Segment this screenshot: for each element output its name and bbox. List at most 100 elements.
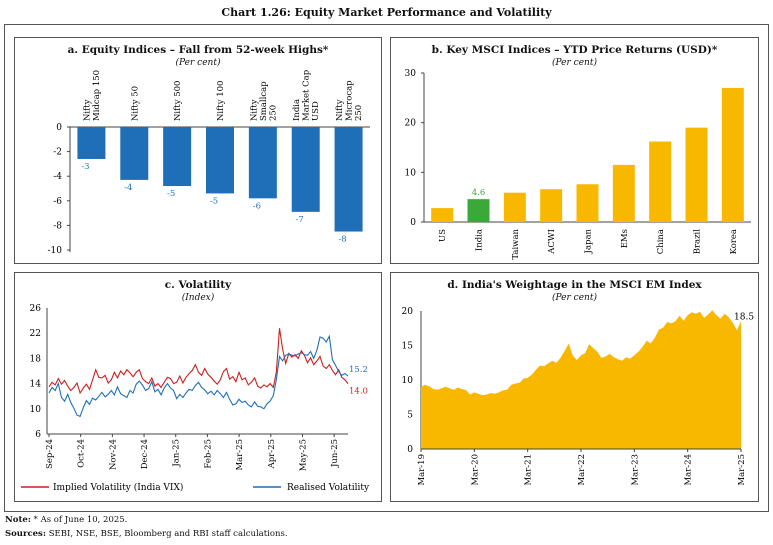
- bar: [612, 164, 635, 222]
- x-tick-label: Mar-21: [524, 454, 534, 486]
- y-tick-label: 0: [410, 218, 416, 228]
- y-tick-label: 22: [30, 329, 41, 339]
- legend-label: Realised Volatility: [287, 483, 370, 493]
- x-tick-label: Sep-24: [45, 439, 55, 469]
- y-tick-label: -8: [53, 221, 62, 231]
- category-label: USD: [311, 101, 321, 121]
- bar: [503, 192, 526, 222]
- data-label: -5: [167, 189, 175, 199]
- category-label: Nifty: [83, 99, 93, 121]
- y-tick-label: 15: [402, 342, 414, 352]
- sources: Sources: SEBI, NSE, BSE, Bloomberg and R…: [5, 529, 288, 539]
- data-label: -6: [253, 201, 261, 211]
- panel-c-subtitle: (Index): [181, 293, 215, 303]
- category-label: Nifty 100: [216, 81, 226, 121]
- bar: [77, 127, 106, 159]
- category-label: India: [475, 229, 485, 251]
- bar: [685, 127, 708, 222]
- category-label: EMs: [620, 229, 630, 248]
- y-tick-label: 20: [405, 119, 417, 129]
- bar: [120, 127, 149, 180]
- panel-d-plot: 0 5 10 15 20 Mar-19 Mar-20 Mar-21 Mar-22 Mar-23 Ma…: [402, 307, 755, 486]
- series-line: [48, 328, 349, 395]
- x-tick-label: Mar-22: [577, 454, 587, 486]
- panel-d-title: d. India's Weightage in the MSCI EM Inde…: [447, 279, 702, 291]
- x-tick-label: Mar-24: [684, 454, 694, 486]
- panel-d-subtitle: (Per cent): [552, 293, 597, 303]
- y-tick-label: 30: [405, 69, 417, 79]
- bar: [206, 127, 234, 194]
- panel-a-title: a. Equity Indices – Fall from 52-week Hi…: [67, 44, 329, 56]
- y-tick-label: 14: [30, 380, 42, 390]
- x-tick-label: May-25: [298, 439, 308, 471]
- bar: [576, 184, 599, 222]
- panel-c-title: c. Volatility: [164, 279, 232, 291]
- bar: [431, 208, 454, 222]
- area-fill: [421, 310, 741, 449]
- data-label: -5: [210, 196, 218, 206]
- y-tick-label: -10: [48, 246, 63, 256]
- legend-label: Implied Volatility (India VIX): [53, 482, 183, 493]
- category-label: 250: [268, 105, 278, 121]
- bar: [721, 87, 744, 223]
- chart-title: Chart 1.26: Equity Market Performance an…: [221, 6, 552, 19]
- x-tick-label: Mar-23: [630, 454, 640, 486]
- end-label: 15.2: [349, 365, 368, 375]
- data-label: -3: [81, 162, 89, 172]
- y-tick-label: -2: [53, 148, 62, 158]
- category-label: Japan: [584, 228, 594, 254]
- panel-c: c. Volatility (Index) 6 10 14 18 22 26 Sep-24 O…: [14, 272, 382, 502]
- bar: [248, 127, 277, 199]
- note-label: Note:: [5, 515, 31, 525]
- x-tick-label: Oct-24: [77, 439, 87, 468]
- x-tick-label: Mar-19: [417, 454, 427, 486]
- bar: [467, 199, 490, 222]
- y-tick-label: 26: [30, 304, 42, 314]
- panel-b-plot: 0 10 20 30 US 4.6 India Taiwan ACWI Japan EMs China…: [405, 69, 751, 260]
- panel-b-subtitle: (Per cent): [552, 58, 597, 68]
- category-label: Korea: [729, 229, 739, 254]
- y-tick-label: 0: [407, 445, 413, 455]
- category-label: ACWI: [547, 229, 557, 255]
- category-label: Brazil: [693, 229, 703, 255]
- data-label: -4: [124, 183, 132, 193]
- x-tick-label: Mar-25: [235, 439, 245, 471]
- category-label: Nifty: [335, 99, 345, 121]
- category-label: India: [292, 99, 302, 121]
- bar: [334, 127, 363, 232]
- category-label: Market Cap: [302, 69, 312, 121]
- x-tick-label: Jan-25: [172, 439, 182, 468]
- x-tick-label: Feb-25: [203, 439, 213, 469]
- category-label: 250: [354, 105, 364, 121]
- y-tick-label: 20: [402, 307, 414, 317]
- end-label: 14.0: [349, 387, 368, 397]
- category-label: China: [656, 229, 666, 254]
- data-label: -8: [338, 235, 346, 245]
- panel-c-plot: 6 10 14 18 22 26 Sep-24 Oct-24 Nov-24 Dec-24 Jan-2…: [21, 304, 370, 493]
- bar: [163, 127, 192, 187]
- panel-b-title: b. Key MSCI Indices – YTD Price Returns …: [431, 44, 718, 56]
- category-label: Nifty: [249, 99, 259, 121]
- category-label: Microcap: [345, 80, 355, 121]
- sources-text: SEBI, NSE, BSE, Bloomberg and RBI staff …: [48, 529, 288, 539]
- bar: [649, 141, 672, 222]
- y-tick-label: 18: [30, 354, 42, 364]
- x-tick-label: Dec-24: [140, 439, 150, 469]
- category-label: Smallcap: [259, 81, 269, 121]
- y-tick-label: -4: [53, 172, 62, 182]
- x-tick-label: Mar-25: [737, 454, 747, 486]
- category-label: Taiwan: [511, 228, 521, 259]
- panel-a: a. Equity Indices – Fall from 52-week Hi…: [14, 37, 382, 264]
- category-label: Nifty 50: [130, 86, 140, 121]
- panel-b: b. Key MSCI Indices – YTD Price Returns …: [390, 37, 759, 264]
- note-text: * As of June 10, 2025.: [33, 515, 128, 525]
- x-tick-label: Nov-24: [108, 439, 118, 470]
- bar: [291, 127, 320, 212]
- category-label: US: [438, 229, 448, 242]
- series-line: [48, 334, 349, 418]
- y-tick-label: 10: [405, 168, 417, 178]
- category-label: Midcap 150: [92, 70, 102, 121]
- data-label: 4.6: [472, 188, 486, 198]
- y-tick-label: -6: [53, 197, 62, 207]
